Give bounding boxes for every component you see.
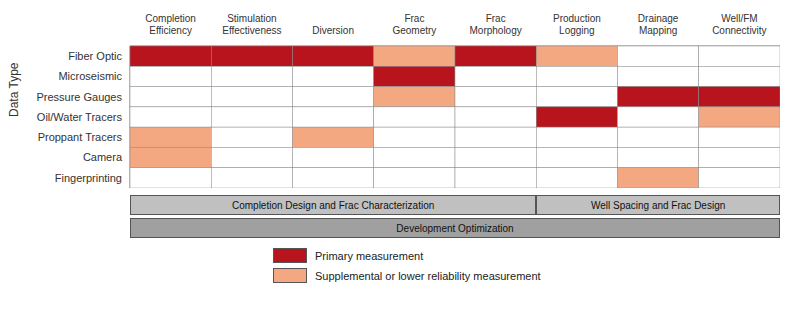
svg-text:Oil/Water Tracers: Oil/Water Tracers xyxy=(37,111,123,123)
html-text:Completion Design and Frac Cha: Completion Design and Frac Characterizat… xyxy=(232,199,435,211)
html-text:Well Spacing and Frac Design: Well Spacing and Frac Design xyxy=(591,199,726,211)
svg-text:FracMorphology: FracMorphology xyxy=(469,13,521,36)
svg-text:Well/FMConnectivity: Well/FMConnectivity xyxy=(712,13,766,36)
html-text:Supplemental or lower reliabil: Supplemental or lower reliability measur… xyxy=(315,269,541,282)
svg-text:Proppant Tracers: Proppant Tracers xyxy=(38,131,123,143)
html-text:Development Optimization: Development Optimization xyxy=(396,222,514,234)
svg-text:FracGeometry: FracGeometry xyxy=(392,13,436,36)
svg-text:Camera: Camera xyxy=(83,151,123,163)
svg-text:Microseismic: Microseismic xyxy=(58,70,122,82)
svg-text:CompletionEfficiency: CompletionEfficiency xyxy=(145,13,196,36)
svg-text:Diversion: Diversion xyxy=(312,25,354,36)
svg-text:Pressure Gauges: Pressure Gauges xyxy=(36,91,122,103)
svg-text:Fiber Optic: Fiber Optic xyxy=(68,50,122,62)
svg-text:ProductionLogging: ProductionLogging xyxy=(553,13,601,36)
html-text:Primary measurement: Primary measurement xyxy=(315,249,424,262)
svg-text:StimulationEffectiveness: StimulationEffectiveness xyxy=(222,13,281,36)
svg-text:Fingerprinting: Fingerprinting xyxy=(55,172,122,184)
svg-text:DrainageMapping: DrainageMapping xyxy=(638,13,679,36)
svg-text:Data Type: Data Type xyxy=(8,62,21,117)
